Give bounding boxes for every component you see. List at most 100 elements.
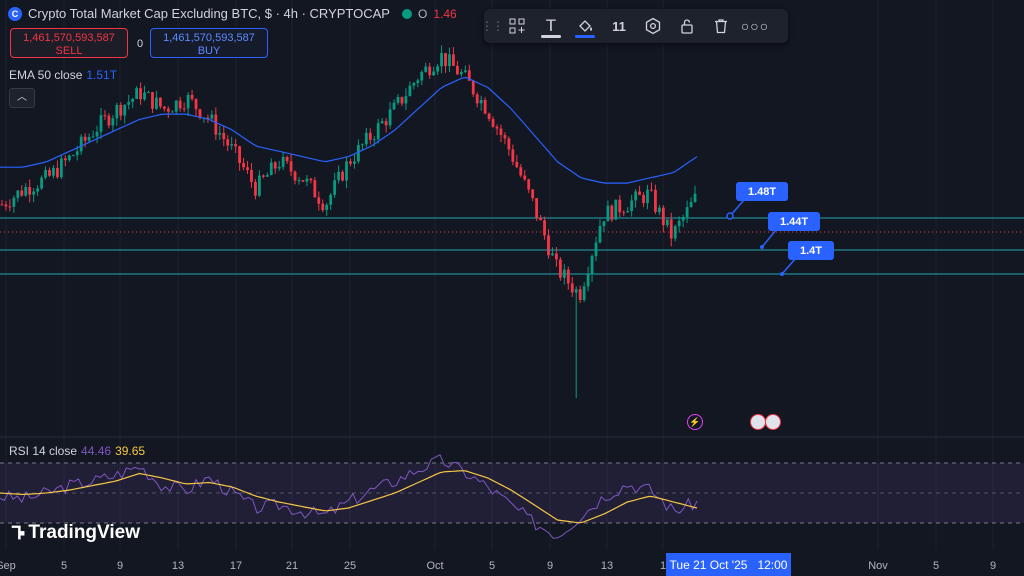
tradingview-logo[interactable]: ⅂▪ TradingView	[12, 522, 140, 544]
line-width-value: 11	[612, 18, 626, 34]
price-callout-1[interactable]: 1.48T	[736, 182, 789, 201]
gear-icon	[645, 17, 661, 35]
candle-body	[598, 226, 602, 243]
candle-body	[503, 134, 507, 139]
candle-body	[155, 97, 158, 109]
candle-body	[281, 157, 285, 167]
candle-body	[246, 167, 249, 170]
symbol-header[interactable]: C Crypto Total Market Cap Excluding BTC,…	[8, 6, 457, 21]
candle-body	[487, 113, 491, 120]
candle-body	[471, 80, 475, 95]
ema-line	[0, 76, 698, 184]
price-callout-2[interactable]: 1.44T	[768, 212, 821, 231]
settings-button[interactable]	[636, 9, 670, 43]
candle-body	[539, 217, 542, 221]
candle-body	[4, 204, 8, 207]
candle-body	[226, 139, 230, 146]
candle-body	[582, 286, 586, 301]
candle-body	[190, 94, 194, 99]
candle-body	[24, 187, 28, 196]
drag-handle-icon[interactable]: ⋮⋮	[481, 19, 504, 33]
candle-body	[495, 126, 499, 129]
candle-body	[448, 54, 451, 67]
candle-body	[210, 114, 214, 119]
candle-body	[28, 187, 32, 195]
candle-body	[408, 85, 412, 97]
candle-body	[75, 151, 79, 156]
candle-body	[527, 179, 531, 190]
time-tick-label: 9	[546, 560, 554, 572]
line-style-button[interactable]: T	[534, 9, 568, 43]
crosshair-time: 12:00	[757, 557, 788, 572]
more-dots-icon: ○○○	[740, 18, 770, 34]
fill-color-button[interactable]	[568, 9, 602, 43]
candle-body	[123, 104, 127, 116]
collapse-legend-button[interactable]: ︿	[9, 88, 35, 108]
sell-label: SELL	[55, 45, 83, 57]
candle-body	[519, 167, 523, 176]
delete-button[interactable]	[704, 9, 738, 43]
candle-body	[479, 99, 483, 104]
candle-body	[511, 149, 515, 162]
candle-body	[404, 96, 408, 104]
candle-body	[317, 197, 321, 204]
rsi-legend[interactable]: RSI 14 close 44.46 39.65	[9, 444, 145, 458]
candle-body	[499, 128, 503, 135]
callout-3-anchor[interactable]	[780, 272, 784, 276]
candle-body	[178, 100, 182, 109]
callout-1-anchor[interactable]	[726, 212, 734, 220]
callout-2-anchor[interactable]	[760, 245, 764, 249]
candle-body	[456, 65, 459, 75]
time-tick-label: 9	[116, 560, 124, 572]
candle-body	[626, 211, 630, 213]
time-tick-label: 25	[343, 560, 357, 572]
candle-body	[428, 66, 432, 76]
ema-legend[interactable]: EMA 50 close 1.51T	[9, 68, 117, 82]
candle-body	[139, 88, 142, 100]
candles	[0, 45, 697, 398]
candle-body	[32, 191, 36, 195]
candle-body	[523, 175, 527, 180]
spread-value: 0	[137, 38, 144, 50]
candle-body	[360, 144, 364, 146]
candle-body	[610, 205, 614, 220]
price-callout-3[interactable]: 1.4T	[788, 241, 835, 260]
candle-body	[12, 197, 16, 207]
line-width-button[interactable]: 11	[602, 9, 636, 43]
candle-body	[440, 53, 443, 67]
chart-grid	[5, 0, 994, 550]
candle-body	[566, 269, 570, 284]
lightning-event-icon[interactable]: ⚡	[687, 414, 703, 430]
candle-body	[665, 219, 669, 226]
candle-body	[436, 66, 440, 72]
candle-body	[432, 71, 436, 76]
templates-button[interactable]	[500, 9, 534, 43]
unlock-icon	[681, 19, 693, 34]
time-tick-label: 5	[488, 560, 496, 572]
candle-body	[444, 53, 447, 67]
candle-body	[689, 201, 693, 208]
market-status-icon[interactable]	[401, 8, 412, 19]
rsi-ma-value: 39.65	[115, 444, 146, 458]
candle-body	[357, 145, 360, 162]
candle-body	[376, 123, 380, 140]
candle-body	[646, 189, 649, 204]
time-tick-label: 13	[171, 560, 185, 572]
candle-body	[36, 188, 40, 192]
candle-body	[452, 54, 455, 66]
drawing-toolbar: ⋮⋮ T 11 ○○○	[481, 9, 788, 43]
lock-button[interactable]	[670, 9, 704, 43]
candle-body	[372, 139, 376, 141]
us-flag-event-icon[interactable]	[765, 414, 781, 430]
chevron-up-icon: ︿	[17, 92, 27, 103]
candle-body	[198, 109, 202, 119]
sell-button[interactable]: 1,461,570,593,587 SELL	[10, 28, 128, 58]
more-button[interactable]: ○○○	[738, 9, 772, 43]
buy-button[interactable]: 1,461,570,593,587 BUY	[150, 28, 268, 58]
us-flag-event-icon[interactable]	[750, 414, 766, 430]
candle-body	[341, 171, 344, 181]
candle-body	[380, 121, 384, 124]
candle-body	[8, 206, 12, 208]
candle-body	[87, 136, 91, 141]
